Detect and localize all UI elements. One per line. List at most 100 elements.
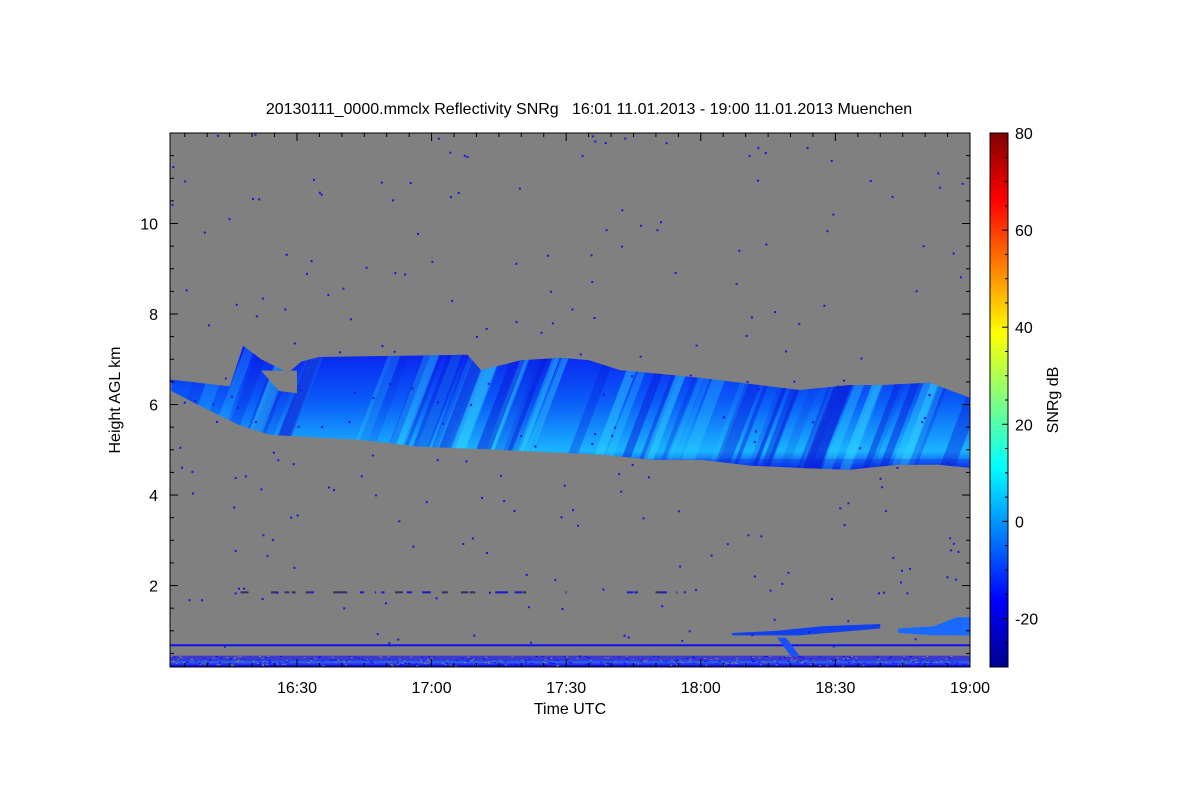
clutter-speck <box>548 662 551 664</box>
colorbar-tick-label: 80 <box>1015 126 1033 143</box>
noise-pixel <box>722 416 725 419</box>
clutter-speck <box>787 661 790 663</box>
noise-pixel <box>499 474 502 477</box>
noise-pixel <box>590 254 593 257</box>
clutter-speck <box>541 656 544 658</box>
noise-pixel <box>471 537 474 540</box>
noise-pixel <box>757 179 760 182</box>
clutter-speck <box>900 664 903 666</box>
noise-pixel <box>338 351 341 354</box>
noise-pixel <box>604 142 607 145</box>
clutter-speck <box>611 664 614 666</box>
clutter-speck <box>716 663 719 665</box>
noise-pixel <box>234 592 237 595</box>
clutter-speck <box>643 661 646 663</box>
clutter-speck <box>676 659 679 661</box>
clutter-speck <box>252 660 255 662</box>
noise-pixel <box>171 203 174 206</box>
clutter-speck <box>585 663 588 665</box>
noise-pixel <box>900 569 903 572</box>
noise-pixel <box>961 182 964 185</box>
noise-pixel <box>829 405 832 408</box>
noise-pixel <box>353 391 356 394</box>
clutter-speck <box>903 665 906 667</box>
noise-pixel <box>451 299 454 302</box>
clutter-speck <box>555 659 558 661</box>
faint-layer-echo <box>374 591 377 594</box>
faint-layer-echo <box>284 591 290 594</box>
clutter-speck <box>909 656 912 658</box>
clutter-speck <box>391 665 394 667</box>
clutter-speck <box>361 658 364 660</box>
clutter-speck <box>705 664 708 666</box>
clutter-speck <box>775 664 778 666</box>
noise-pixel <box>613 426 616 429</box>
clutter-speck <box>689 659 692 661</box>
noise-pixel <box>957 550 960 553</box>
noise-pixel <box>473 634 476 637</box>
clutter-speck <box>470 659 473 661</box>
clutter-speck <box>269 661 272 663</box>
clutter-speck <box>402 665 405 667</box>
noise-pixel <box>784 350 787 353</box>
noise-pixel <box>659 221 662 224</box>
colorbar-tick-label: 20 <box>1015 417 1033 434</box>
noise-pixel <box>327 486 330 489</box>
clutter-speck <box>278 662 281 664</box>
colorbar-tick-label: 40 <box>1015 320 1033 337</box>
clutter-speck <box>226 657 229 659</box>
clutter-speck <box>195 665 198 667</box>
clutter-speck <box>565 656 568 658</box>
clutter-speck <box>378 656 381 658</box>
noise-pixel <box>594 433 597 436</box>
noise-pixel <box>747 534 750 537</box>
clutter-speck <box>913 659 916 661</box>
clutter-speck <box>930 660 933 662</box>
x-axis-label: Time UTC <box>534 701 606 718</box>
faint-layer-echo <box>522 591 527 594</box>
noise-pixel <box>404 273 407 276</box>
noise-pixel <box>591 280 594 283</box>
clutter-speck <box>230 658 233 660</box>
clutter-speck <box>929 663 932 665</box>
noise-pixel <box>928 394 931 397</box>
x-tick-label: 19:00 <box>950 680 990 697</box>
noise-pixel <box>393 350 396 353</box>
clutter-speck <box>467 656 470 658</box>
clutter-speck <box>656 656 659 658</box>
noise-pixel <box>591 135 594 138</box>
clutter-speck <box>955 663 958 665</box>
faint-layer-echo <box>565 591 567 594</box>
clutter-speck <box>343 662 346 664</box>
clutter-speck <box>736 657 739 659</box>
noise-pixel <box>779 663 782 666</box>
clutter-speck <box>172 660 175 662</box>
noise-pixel <box>738 249 741 252</box>
clutter-speck <box>714 658 717 660</box>
clutter-speck <box>177 658 180 660</box>
noise-pixel <box>798 323 801 326</box>
clutter-speck <box>398 662 401 664</box>
clutter-speck <box>530 663 533 665</box>
clutter-speck <box>173 656 176 658</box>
clutter-speck <box>637 663 640 665</box>
noise-pixel <box>237 406 240 409</box>
faint-layer-echo <box>381 591 385 594</box>
clutter-speck <box>675 660 678 662</box>
clutter-speck <box>585 656 588 658</box>
clutter-speck <box>831 658 834 660</box>
clutter-speck <box>951 661 954 663</box>
clutter-speck <box>504 664 507 666</box>
clutter-speck <box>659 659 662 661</box>
faint-layer-echo <box>310 591 314 594</box>
clutter-speck <box>365 659 368 661</box>
noise-pixel <box>949 537 952 540</box>
noise-pixel <box>527 665 530 667</box>
x-tick-label: 17:00 <box>412 680 452 697</box>
clutter-speck <box>472 657 475 659</box>
clutter-speck <box>461 657 464 659</box>
noise-pixel <box>793 380 796 383</box>
clutter-speck <box>642 658 645 660</box>
y-tick-label: 10 <box>140 217 158 234</box>
noise-pixel <box>939 186 942 189</box>
